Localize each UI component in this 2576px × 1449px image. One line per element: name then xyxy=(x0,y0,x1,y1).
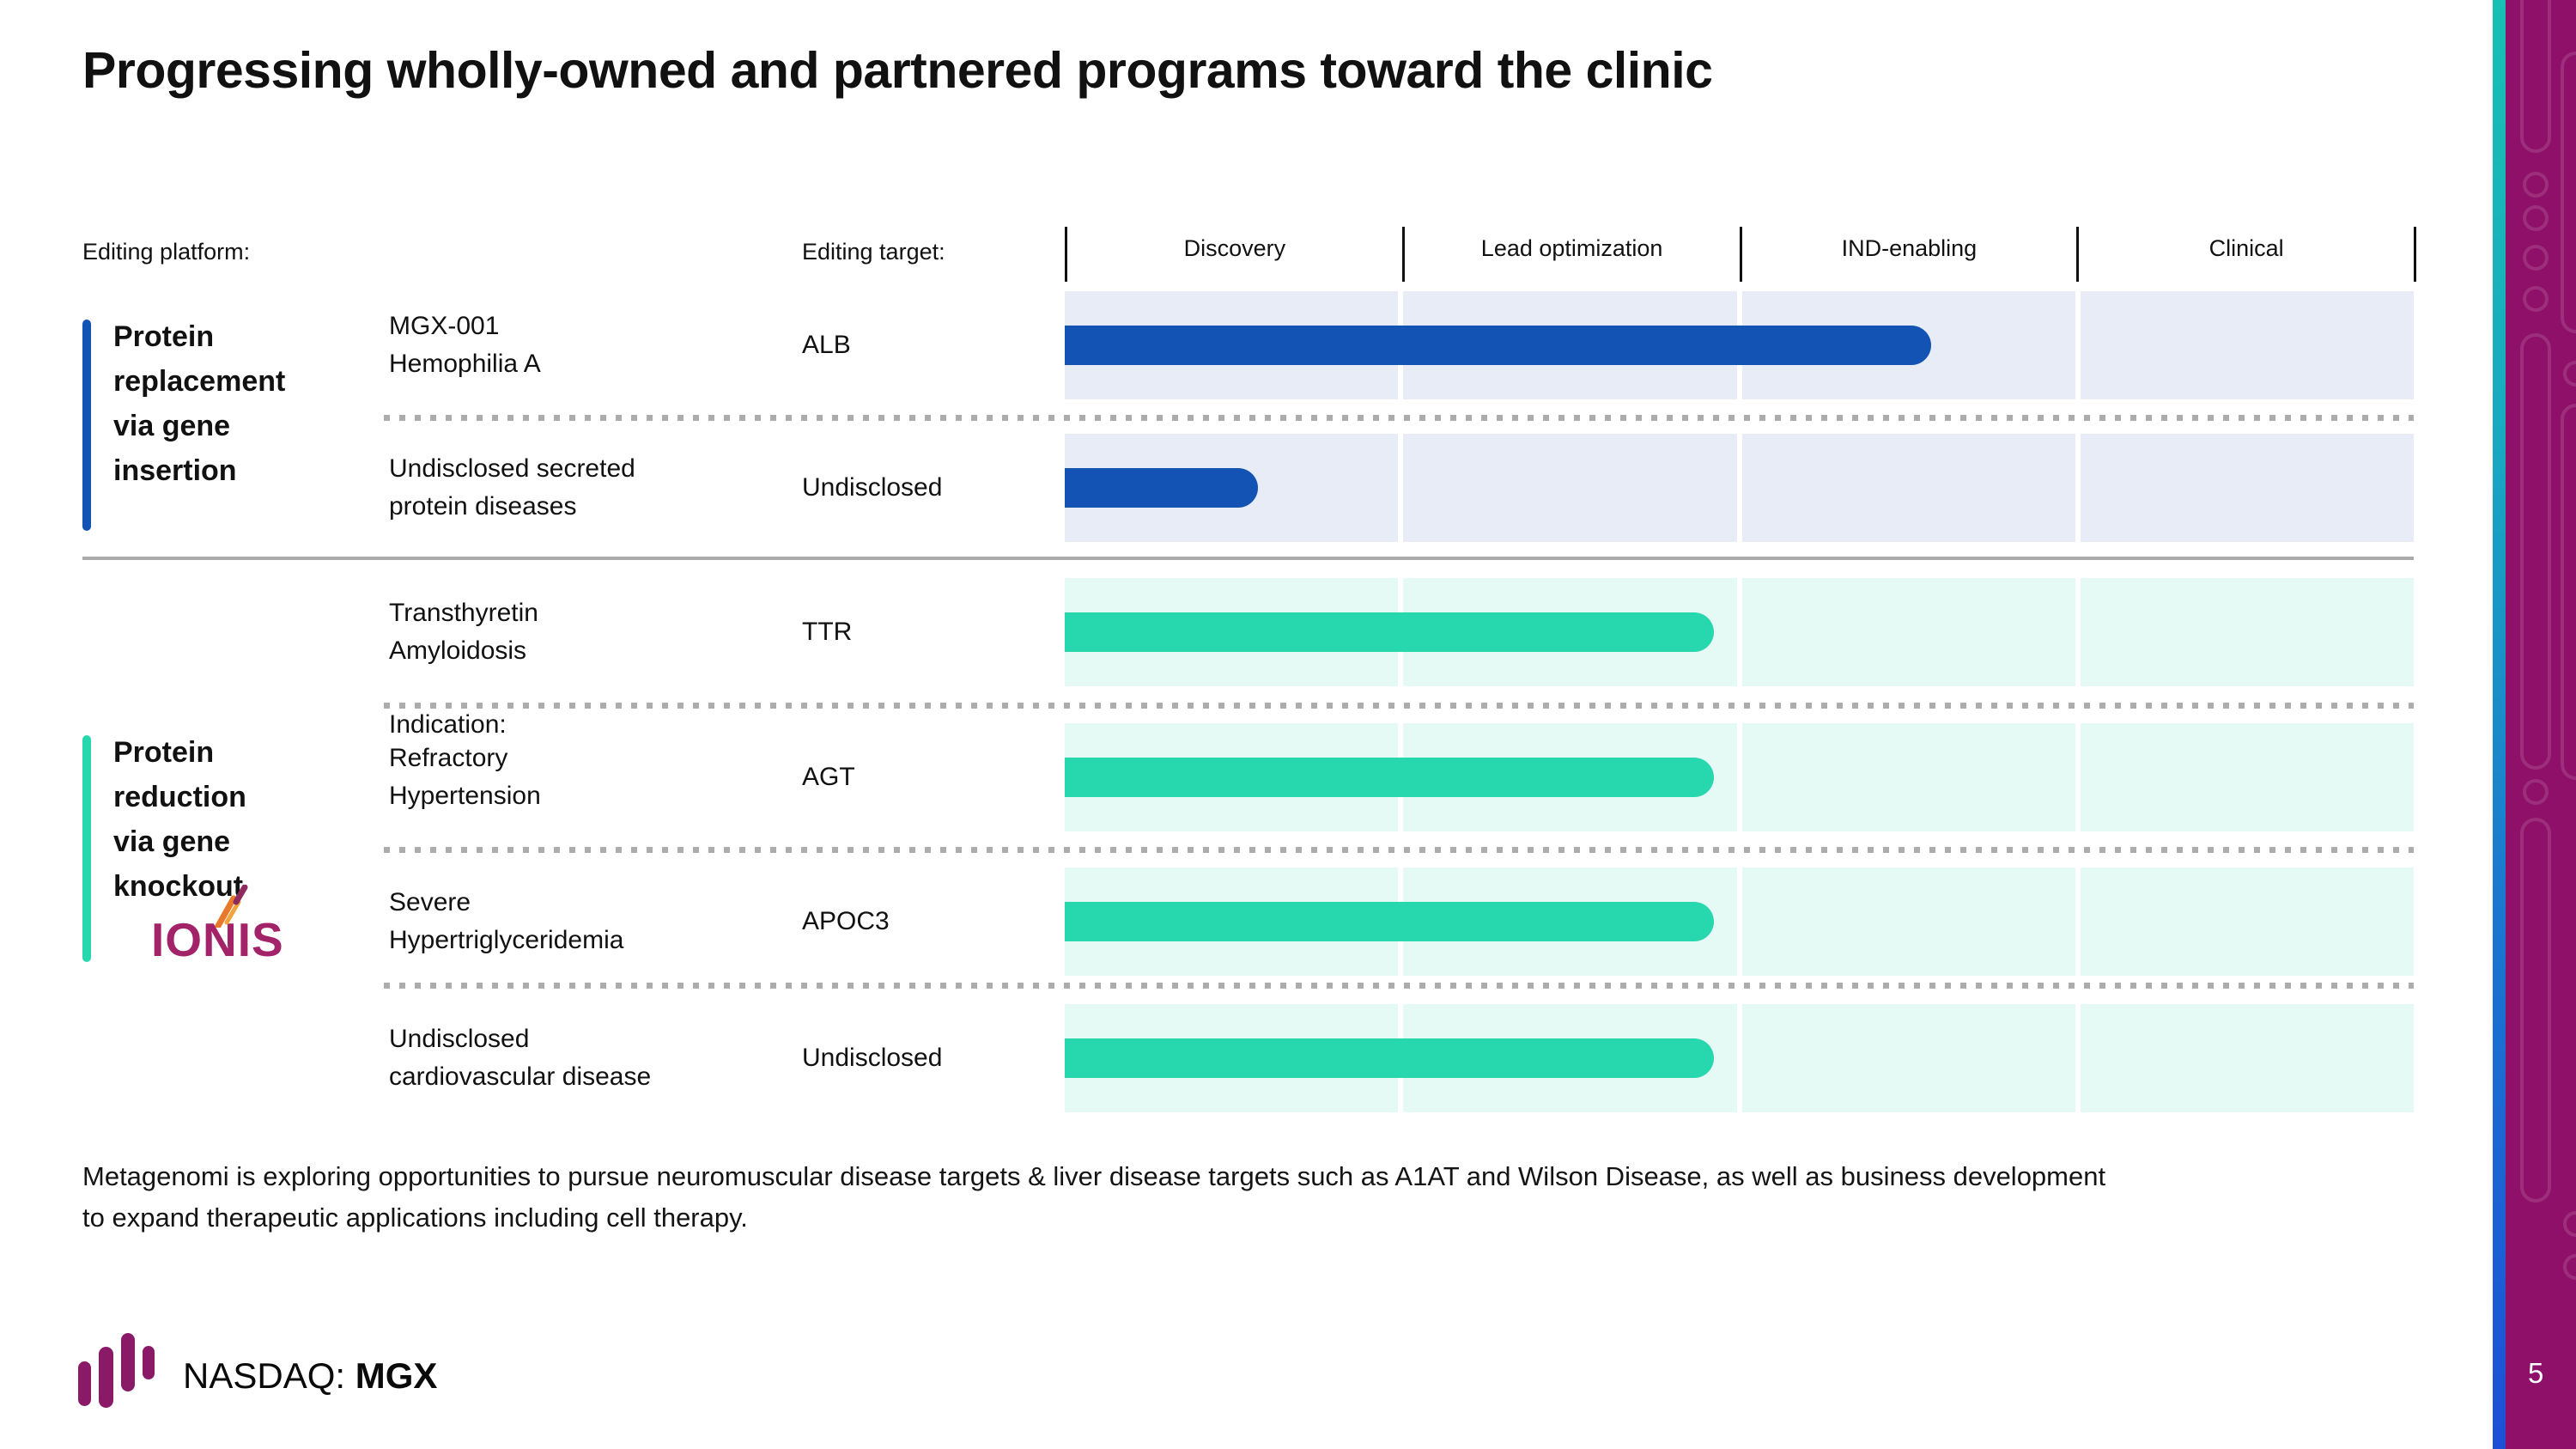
decor-circle xyxy=(2563,1254,2576,1280)
stage-cell-bg xyxy=(1741,868,2075,976)
pipeline-row: Severe Hypertriglyceridemia APOC3 xyxy=(0,868,2576,976)
progress-bar xyxy=(1065,902,1714,941)
dotted-separator xyxy=(384,703,2414,709)
editing-target-text: ALB xyxy=(802,331,851,359)
progress-bar xyxy=(1065,468,1258,508)
stage-cell-bg xyxy=(1741,1004,2075,1112)
nasdaq-prefix: NASDAQ: xyxy=(183,1355,355,1396)
stage-cell-bg xyxy=(1741,723,2075,831)
page-number: 5 xyxy=(2528,1357,2544,1389)
header-editing-platform: Editing platform: xyxy=(82,239,251,265)
progress-bar xyxy=(1065,1038,1714,1078)
logo-bar xyxy=(143,1346,155,1379)
stage-cell-bg xyxy=(2080,434,2414,542)
editing-target-text: AGT xyxy=(802,763,855,791)
stage-cell-bg xyxy=(2080,578,2414,686)
indication-text: Transthyretin Amyloidosis xyxy=(389,599,538,665)
stage-header-ind-enabling: IND-enabling xyxy=(1739,227,2077,282)
decor-circle xyxy=(2523,779,2549,805)
metagenomi-logo-icon xyxy=(77,1331,172,1426)
indication-text: Refractory Hypertension xyxy=(389,744,541,810)
decor-circle xyxy=(2523,205,2549,231)
editing-target-text: TTR xyxy=(802,618,853,646)
editing-target-text: Undisclosed xyxy=(802,1044,943,1072)
dotted-separator xyxy=(384,847,2414,853)
indication-text: Undisclosed secreted protein diseases xyxy=(389,454,635,521)
stage-header-row: Discovery Lead optimization IND-enabling… xyxy=(1065,227,2416,282)
stage-cell-bg xyxy=(2080,291,2414,399)
header-editing-target: Editing target: xyxy=(802,239,945,265)
group-label-protein-replacement: Protein replacement via gene insertion xyxy=(113,320,286,487)
stage-track xyxy=(1065,434,2414,542)
editing-target-text: APOC3 xyxy=(802,907,890,935)
logo-bar xyxy=(78,1361,91,1406)
dotted-separator xyxy=(384,415,2414,421)
edge-magenta-band xyxy=(2506,0,2576,1449)
stage-cell-bg xyxy=(1403,434,1737,542)
footnote-text: Metagenomi is exploring opportunities to… xyxy=(82,1161,2106,1233)
stage-cell-bg xyxy=(1741,434,2075,542)
logo-bar xyxy=(99,1347,113,1408)
pipeline-row: Undisclosed cardiovascular disease Undis… xyxy=(0,1004,2576,1112)
ionis-logo-flame-icon xyxy=(215,885,248,928)
logo-bar xyxy=(121,1333,135,1391)
decor-pill xyxy=(2520,333,2551,770)
indication-text: MGX-001 Hemophilia A xyxy=(389,312,541,378)
stage-cell-bg xyxy=(2080,1004,2414,1112)
dotted-separator xyxy=(384,983,2414,989)
stage-header-discovery: Discovery xyxy=(1065,227,1402,282)
decor-circle xyxy=(2563,1211,2576,1237)
indication-text: Severe Hypertriglyceridemia xyxy=(389,888,624,954)
header-indication: Indication: xyxy=(389,709,507,739)
progress-bar xyxy=(1065,758,1714,797)
decor-pill xyxy=(2520,818,2551,1202)
group-accent-bar-teal xyxy=(82,735,91,962)
pipeline-row: MGX-001 Hemophilia A ALB xyxy=(0,291,2576,399)
pipeline-row: Undisclosed secreted protein diseases Un… xyxy=(0,434,2576,542)
group-separator xyxy=(82,557,2414,560)
decor-circle xyxy=(2523,245,2549,271)
group-label-protein-reduction: Protein reduction via gene knockout xyxy=(113,736,246,903)
stage-header-lead-optimization: Lead optimization xyxy=(1401,227,1740,282)
stage-cell-bg xyxy=(2080,868,2414,976)
stage-header-clinical: Clinical xyxy=(2076,227,2414,282)
stage-cell-bg xyxy=(1741,578,2075,686)
indication-text: Undisclosed cardiovascular disease xyxy=(389,1025,652,1091)
ticker-symbol: MGX xyxy=(355,1355,438,1396)
nasdaq-ticker: NASDAQ: MGX xyxy=(183,1355,437,1397)
decor-circle xyxy=(2563,361,2576,387)
decor-circle xyxy=(2523,286,2549,312)
editing-target-text: Undisclosed xyxy=(802,473,943,502)
pipeline-row: Refractory Hypertension AGT xyxy=(0,723,2576,831)
edge-gradient-stripe xyxy=(2493,0,2506,1449)
progress-bar xyxy=(1065,326,1931,365)
group-accent-bar-blue xyxy=(82,320,91,531)
progress-bar xyxy=(1065,612,1714,652)
decor-circle xyxy=(2523,172,2549,198)
decor-pill xyxy=(2561,52,2576,333)
decor-pill xyxy=(2561,404,2576,780)
stage-cell-bg xyxy=(2080,723,2414,831)
pipeline-row: Transthyretin Amyloidosis TTR xyxy=(0,578,2576,686)
page-title: Progressing wholly-owned and partnered p… xyxy=(82,42,1713,99)
decor-pill xyxy=(2520,0,2551,153)
